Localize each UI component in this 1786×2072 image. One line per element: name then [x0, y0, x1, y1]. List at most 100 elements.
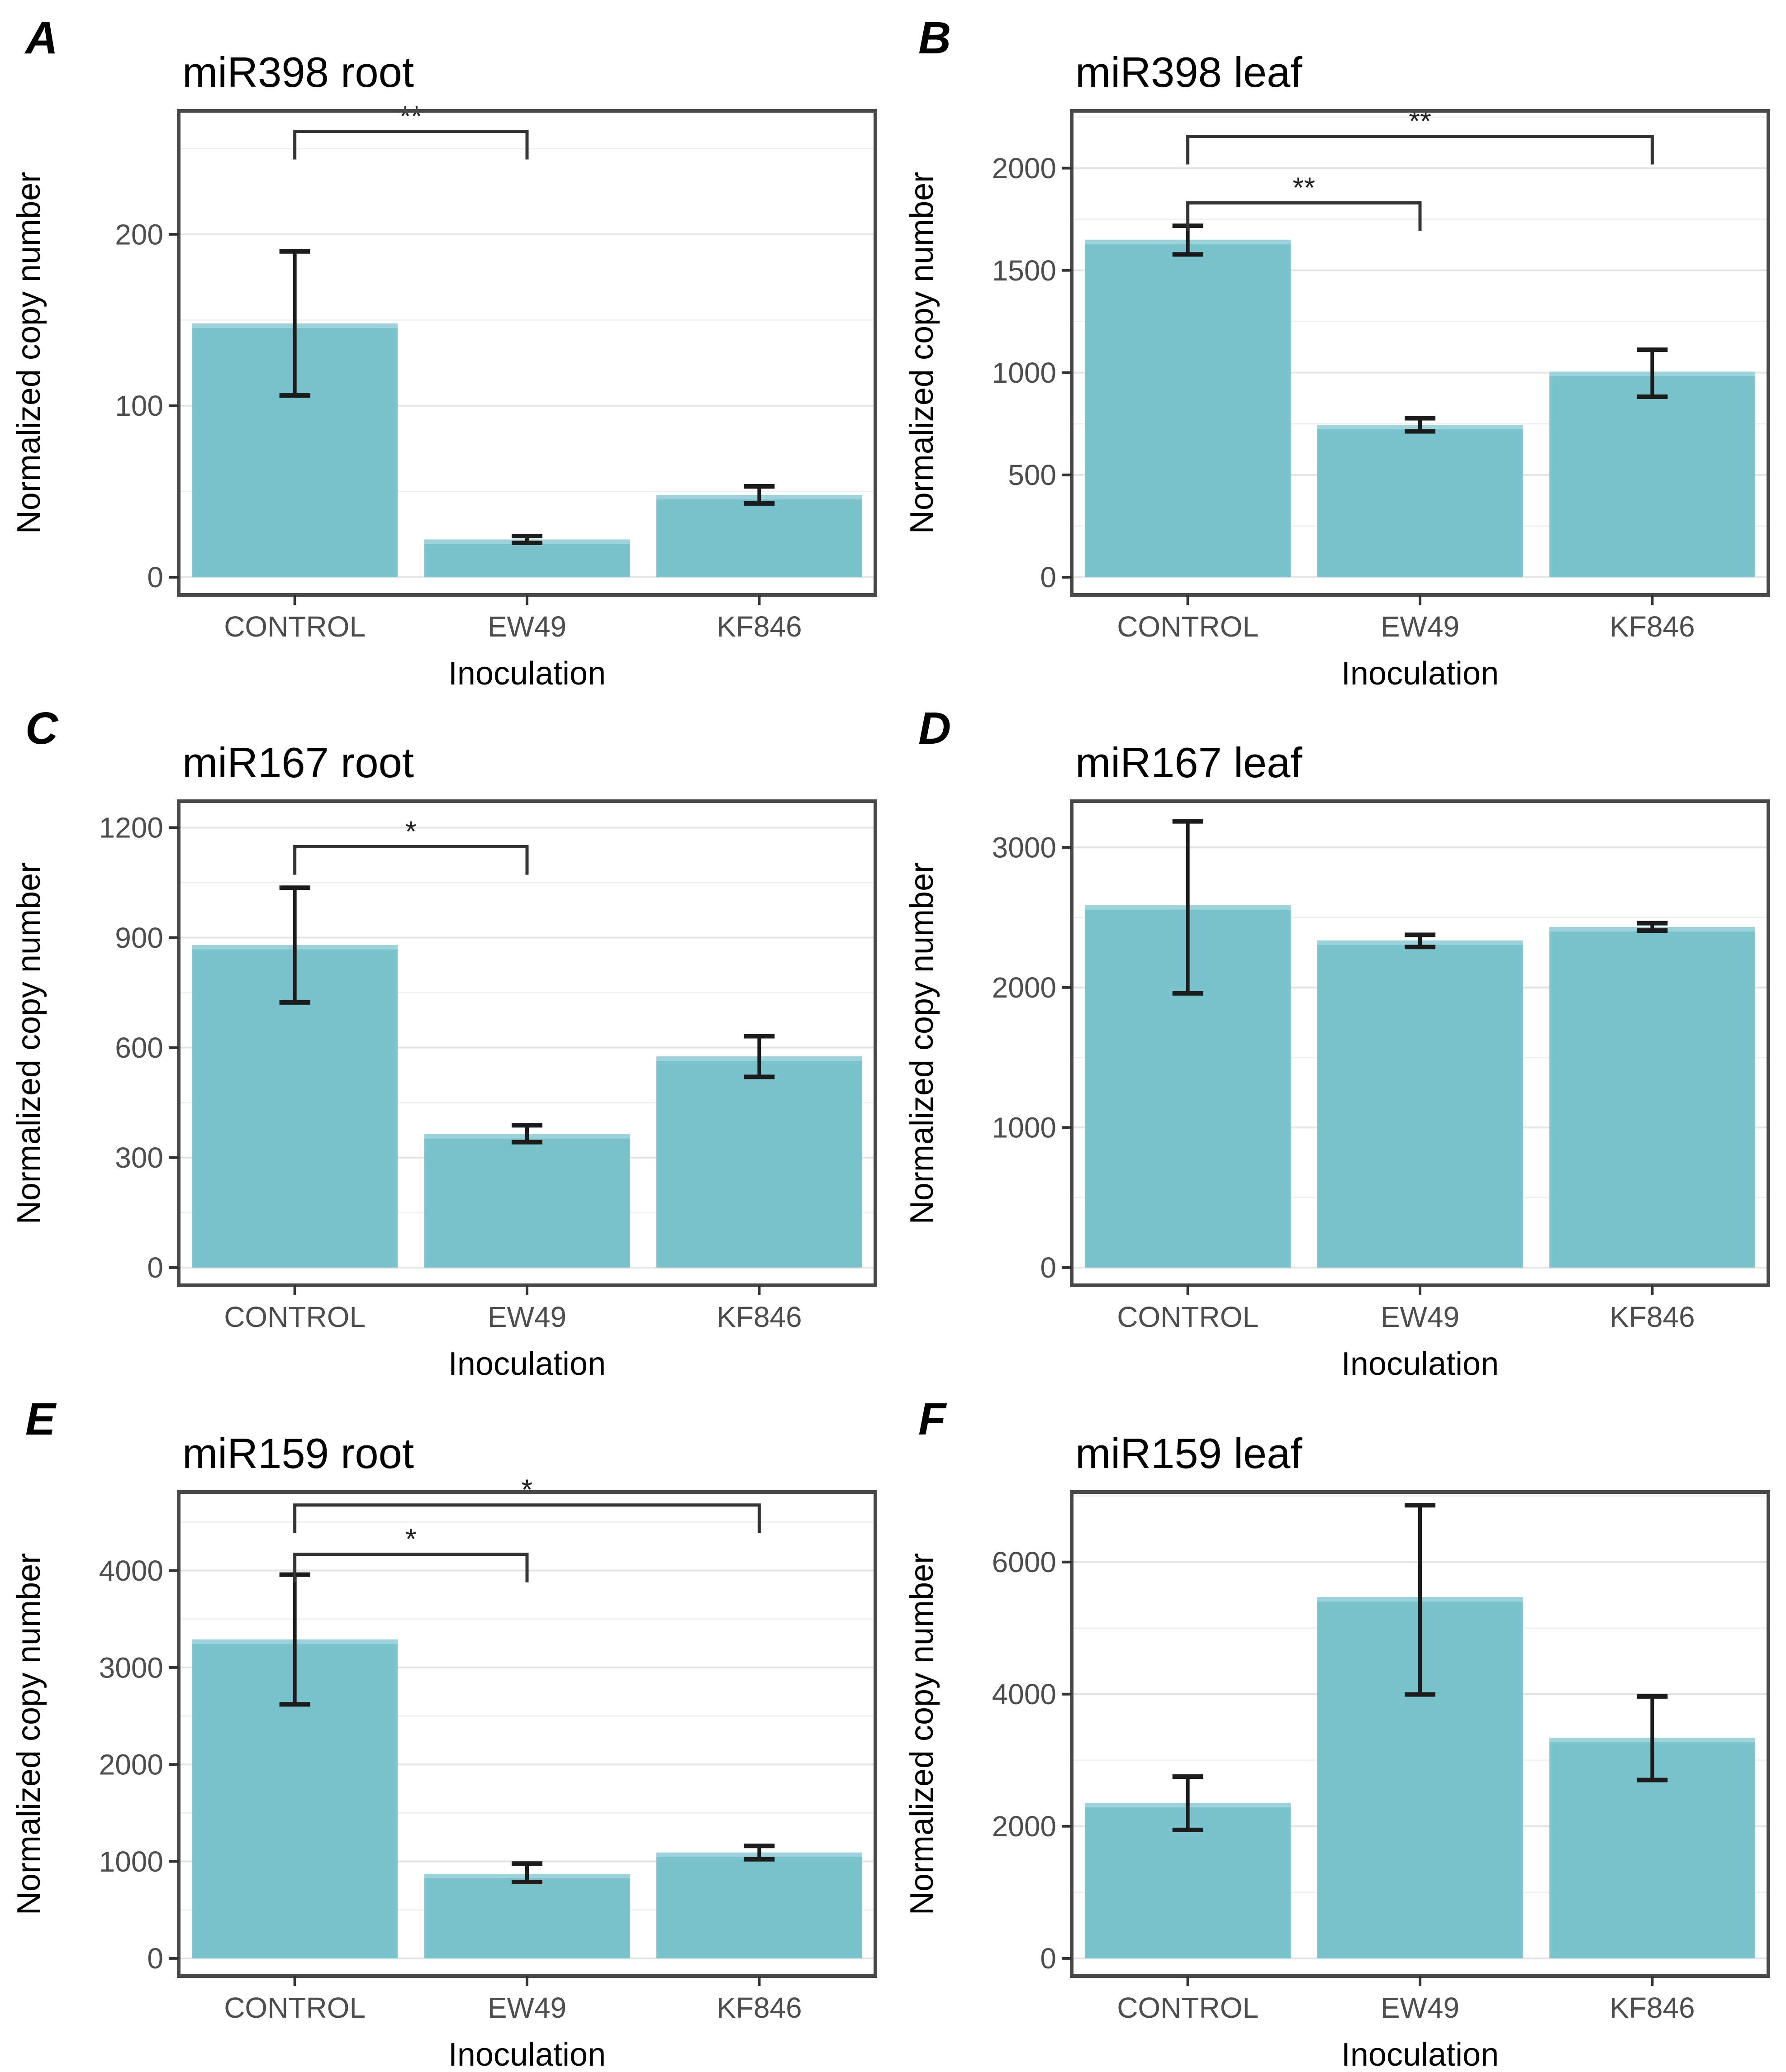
- error-bar-CONTROL: [279, 249, 310, 398]
- chart-panel-D: 0 1000 2000 3000 CONTROL EW49 KF846 Inoculation…: [904, 703, 1770, 1381]
- error-bar-KF846: [1637, 921, 1668, 933]
- x-tick-label: KF846: [1610, 1301, 1695, 1333]
- error-bar-CONTROL: [279, 885, 310, 1005]
- y-tick-label: 600: [115, 1031, 163, 1064]
- x-tick-label: CONTROL: [1117, 610, 1259, 643]
- x-tick-label: EW49: [488, 610, 566, 643]
- significance-bracket: *: [293, 1473, 761, 1533]
- x-tick-label: EW49: [488, 1991, 566, 2024]
- error-bar-CONTROL: [1172, 819, 1203, 996]
- significance-label: *: [522, 1473, 533, 1506]
- x-axis-title: Inoculation: [448, 656, 606, 691]
- x-tick-label: KF846: [1610, 1991, 1695, 2024]
- chart-panel-F: 0 2000 4000 6000 CONTROL EW49 KF846 Inoculation…: [904, 1394, 1770, 2072]
- y-tick-label: 0: [147, 1942, 163, 1975]
- bar-KF846: [1549, 927, 1755, 1268]
- panel-letter: D: [918, 703, 951, 754]
- bar-CONTROL: [1085, 239, 1291, 577]
- y-tick-label: 1000: [99, 1845, 163, 1878]
- y-axis-title: Normalized copy number: [11, 172, 47, 534]
- error-bar-KF846: [744, 484, 775, 506]
- bar-KF846: [1549, 371, 1755, 577]
- x-tick-label: EW49: [1381, 1991, 1459, 2024]
- y-tick-label: 2000: [99, 1749, 163, 1781]
- x-tick-label: KF846: [717, 1991, 802, 2024]
- y-axis-title: Normalized copy number: [904, 1553, 940, 1915]
- y-tick-label: 6000: [992, 1546, 1056, 1578]
- panel-letter: F: [918, 1394, 947, 1445]
- x-tick-label: KF846: [1610, 610, 1695, 643]
- x-tick-label: KF846: [717, 610, 802, 643]
- y-tick-label: 4000: [992, 1678, 1056, 1711]
- error-bar-EW49: [1405, 932, 1435, 950]
- y-tick-label: 0: [1040, 561, 1056, 594]
- y-axis-title: Normalized copy number: [904, 172, 940, 534]
- x-axis-title: Inoculation: [1341, 2037, 1499, 2072]
- chart-panel-E: * * 0 1000 2000 3000 4000 CONTROL EW49 KF846 Inocu…: [11, 1394, 877, 2072]
- y-tick-label: 100: [115, 390, 163, 422]
- error-bar-KF846: [744, 1034, 775, 1079]
- bar-EW49: [424, 1873, 630, 1958]
- error-bar-KF846: [1637, 1694, 1668, 1782]
- panel-letter: A: [24, 13, 58, 63]
- x-tick-label: EW49: [1381, 610, 1459, 643]
- y-tick-label: 3000: [99, 1651, 163, 1684]
- y-tick-label: 2000: [992, 971, 1056, 1004]
- y-tick-label: 900: [115, 922, 163, 954]
- x-tick-label: EW49: [488, 1301, 566, 1333]
- bracket-line: [1186, 201, 1422, 231]
- panel-title: miR398 leaf: [1075, 48, 1302, 96]
- y-tick-label: 1000: [992, 356, 1056, 389]
- y-tick-label: 2000: [992, 1810, 1056, 1843]
- y-tick-label: 0: [1040, 1251, 1056, 1284]
- bracket-line: [293, 845, 529, 875]
- chart-panel-A: ** 0 100 200 CONTROL EW49 KF846 Inoculation Norm…: [11, 13, 877, 691]
- y-tick-label: 300: [115, 1141, 163, 1174]
- significance-label: **: [1292, 171, 1315, 204]
- y-axis-title: Normalized copy number: [11, 1553, 47, 1915]
- panel-letter: E: [25, 1394, 57, 1445]
- y-tick-label: 4000: [99, 1554, 163, 1587]
- bracket-line: [293, 1553, 529, 1583]
- panel-letter: C: [25, 703, 59, 754]
- panel-letter: B: [918, 13, 951, 63]
- x-tick-label: CONTROL: [224, 1301, 366, 1333]
- error-bar-EW49: [512, 533, 542, 546]
- x-tick-label: CONTROL: [1117, 1301, 1259, 1333]
- y-tick-label: 1500: [992, 254, 1056, 287]
- y-tick-label: 0: [147, 1251, 163, 1284]
- x-tick-label: CONTROL: [224, 1991, 366, 2024]
- x-axis-title: Inoculation: [448, 2037, 606, 2072]
- x-tick-label: EW49: [1381, 1301, 1459, 1333]
- bar-KF846: [656, 1056, 862, 1268]
- bar-EW49: [424, 539, 630, 577]
- y-tick-label: 500: [1008, 459, 1056, 491]
- bar-EW49: [424, 1134, 630, 1268]
- panel-title: miR159 leaf: [1075, 1430, 1302, 1477]
- x-axis-title: Inoculation: [1341, 656, 1499, 691]
- y-axis-title: Normalized copy number: [11, 862, 47, 1224]
- panel-title: miR167 root: [182, 739, 414, 786]
- panel-title: miR167 leaf: [1075, 739, 1302, 786]
- y-axis-title: Normalized copy number: [904, 862, 940, 1224]
- significance-bracket: **: [293, 100, 529, 160]
- x-tick-label: KF846: [717, 1301, 802, 1333]
- y-tick-label: 3000: [992, 832, 1056, 864]
- y-tick-label: 1000: [992, 1112, 1056, 1144]
- bracket-line: [1186, 135, 1654, 165]
- significance-label: *: [405, 1523, 417, 1555]
- error-bar-KF846: [1637, 347, 1668, 399]
- y-tick-label: 2000: [992, 152, 1056, 185]
- bar-EW49: [1317, 425, 1523, 577]
- bracket-line: [293, 129, 529, 160]
- error-bar-EW49: [512, 1123, 542, 1145]
- x-tick-label: CONTROL: [1117, 1991, 1259, 2024]
- significance-label: *: [405, 815, 417, 847]
- error-bar-CONTROL: [1172, 1774, 1203, 1832]
- panel-title: miR159 root: [182, 1430, 414, 1477]
- error-bar-EW49: [1405, 416, 1435, 434]
- significance-bracket: *: [293, 1523, 529, 1583]
- y-tick-label: 0: [1040, 1942, 1056, 1975]
